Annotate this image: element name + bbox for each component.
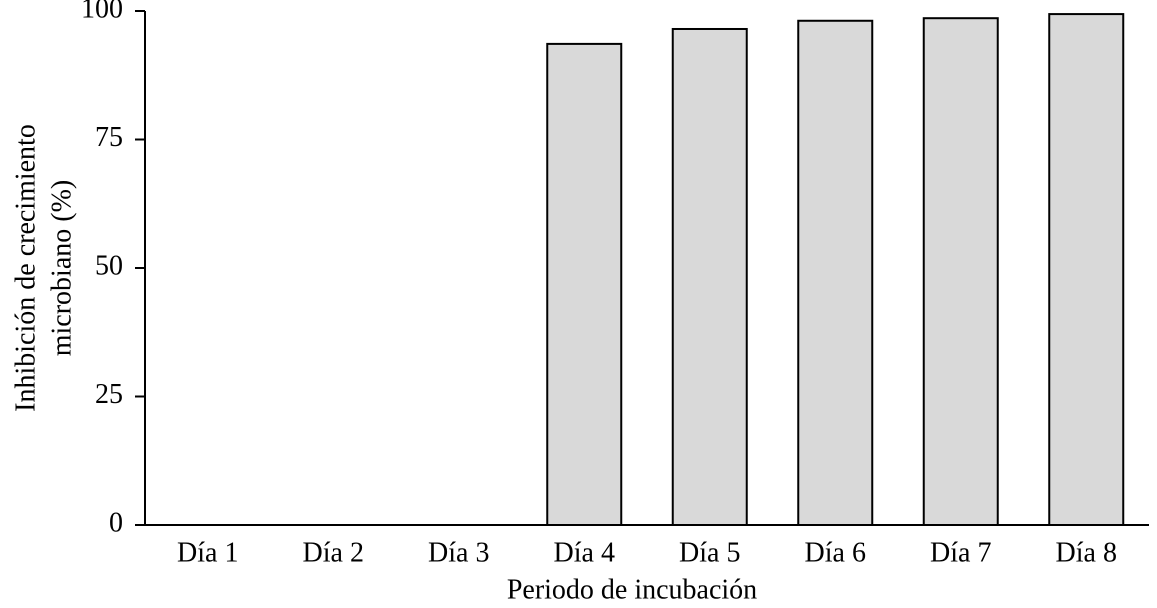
x-axis-title: Periodo de incubación	[507, 574, 757, 605]
x-tick-label: Día 3	[428, 537, 489, 568]
bar	[797, 19, 874, 527]
y-tick-label: 25	[95, 379, 123, 410]
x-tick-label: Día 7	[930, 537, 991, 568]
y-axis-title: microbiano (%)	[46, 180, 77, 357]
y-axis-title: Inhibición de crecimiento	[10, 124, 41, 412]
y-tick-label: 75	[95, 122, 123, 153]
x-tick-label: Día 6	[805, 537, 866, 568]
bar	[671, 27, 748, 527]
bar	[1048, 13, 1125, 526]
y-tick-label: 100	[81, 0, 123, 24]
bar	[546, 42, 623, 527]
bar	[922, 17, 999, 526]
x-tick-label: Día 4	[554, 537, 615, 568]
x-tick-label: Día 2	[303, 537, 364, 568]
y-tick-label: 50	[95, 250, 123, 281]
x-tick-label: Día 1	[177, 537, 238, 568]
x-tick-label: Día 5	[679, 537, 740, 568]
x-tick-label: Día 8	[1056, 537, 1117, 568]
y-tick-label: 0	[109, 507, 123, 538]
